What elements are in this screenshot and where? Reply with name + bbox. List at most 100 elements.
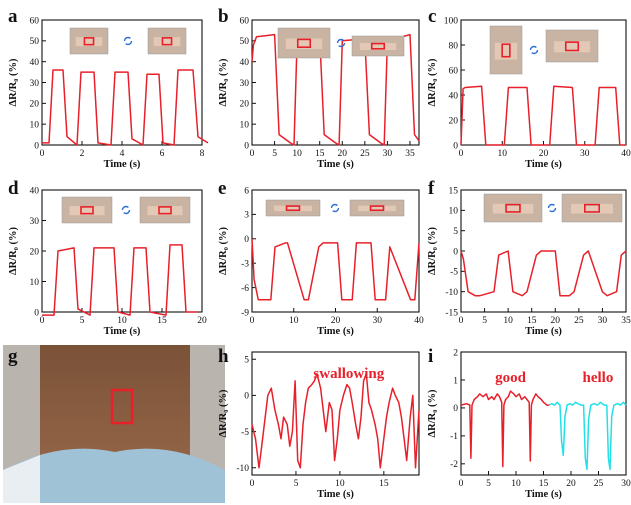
y-tick-label: 0: [244, 141, 249, 151]
y-tick-label: 1: [453, 376, 458, 386]
y-tick-label: -5: [241, 428, 249, 438]
collar-edge: [3, 455, 40, 503]
y-axis-label: ΔR/R₀ (%): [427, 389, 438, 437]
cycle-arrow-icon: [547, 203, 557, 213]
y-tick-label: 0: [453, 404, 458, 414]
x-tick-label: 40: [414, 316, 424, 326]
y-axis-label: ΔR/R₀ (%): [427, 58, 438, 106]
annotation-good: good: [495, 370, 527, 386]
cycle-arrow-icon: [330, 203, 340, 213]
x-tick-label: 4: [120, 149, 125, 159]
x-tick-label: 20: [551, 316, 561, 326]
panel-label-c: c: [428, 6, 436, 27]
panel-b: b 0 5 10 15 20 25 30 35 0 10 20 30 40 50 60 Time (s) ΔR/R…: [218, 6, 420, 170]
y-tick-label: 0: [244, 392, 249, 402]
x-axis-label: Time (s): [317, 159, 354, 170]
shirt-collar: [3, 448, 225, 503]
x-tick-label: 0: [459, 149, 464, 159]
wrist-bent-photo: [139, 196, 191, 224]
x-axis-label: Time (s): [525, 489, 562, 500]
y-tick-label: 30: [30, 79, 40, 89]
panel-a: a 0 2 4 6 8 0 10 20 30 40 50 60 Time (s) ΔR/R₀ (%): [8, 6, 209, 170]
x-tick-label: 25: [574, 316, 584, 326]
y-tick-label: -5: [450, 268, 458, 278]
x-tick-label: 10: [289, 316, 299, 326]
x-tick-label: 15: [379, 479, 389, 489]
x-axis-label: Time (s): [525, 326, 562, 337]
x-tick-label: 30: [373, 316, 383, 326]
x-tick-label: 0: [459, 316, 464, 326]
x-tick-label: 15: [157, 316, 167, 326]
x-tick-label: 5: [482, 316, 487, 326]
panel-label-a: a: [8, 6, 18, 27]
sensor-marker: [110, 388, 134, 425]
x-tick-label: 35: [405, 149, 415, 159]
x-tick-label: 25: [360, 149, 370, 159]
panel-d: d 0 5 10 15 20 0 10 20 30 40 Time (s) ΔR/R₀ (%): [8, 178, 207, 337]
finger-bent-photo: [147, 27, 187, 55]
series-line-good: [460, 390, 549, 468]
x-tick-label: 10: [292, 149, 302, 159]
series-line-hello: [548, 401, 627, 471]
cheek-relaxed-photo: [483, 193, 543, 223]
y-axis-label: ΔR/R₀ (%): [427, 227, 438, 275]
y-tick-label: -2: [450, 460, 458, 470]
x-tick-label: 30: [621, 479, 631, 489]
x-axis-label: Time (s): [525, 159, 562, 170]
x-tick-label: 0: [40, 149, 45, 159]
y-tick-label: -10: [236, 464, 249, 474]
x-tick-label: 20: [338, 149, 348, 159]
y-tick-label: -1: [450, 432, 458, 442]
y-axis-label: ΔR/R₀ (%): [218, 58, 229, 106]
x-tick-label: 8: [200, 149, 205, 159]
y-tick-label: 40: [240, 58, 250, 68]
panel-g-neck-photo: [3, 345, 225, 503]
y-tick-label: 50: [30, 37, 40, 47]
x-tick-label: 15: [539, 479, 549, 489]
x-tick-label: 10: [503, 316, 513, 326]
series-line-a-0: [42, 69, 209, 146]
y-tick-label: -10: [445, 288, 458, 298]
y-tick-label: -3: [241, 260, 249, 270]
series-line-b-0: [251, 33, 420, 146]
x-tick-label: 15: [315, 149, 325, 159]
y-tick-label: 30: [30, 217, 40, 227]
panel-h: h 0 5 10 15 -10 -5 0 5 Time (s) ΔR/R₀ (%) swallowin…: [218, 346, 420, 500]
y-tick-label: 80: [449, 41, 459, 51]
y-tick-label: 6: [244, 186, 249, 196]
cycle-arrow-icon: [336, 38, 346, 48]
panel-label-i: i: [428, 346, 433, 367]
y-tick-label: 100: [444, 16, 459, 26]
y-tick-label: 10: [240, 120, 250, 130]
y-tick-label: -6: [241, 284, 249, 294]
panel-label-e: e: [218, 178, 226, 199]
series-line-d-0: [42, 244, 198, 316]
y-tick-label: 0: [453, 247, 458, 257]
x-axis-label: Time (s): [317, 489, 354, 500]
y-tick-label: 10: [30, 278, 40, 288]
y-tick-label: 20: [30, 247, 40, 257]
y-tick-label: -9: [241, 308, 249, 318]
y-tick-label: 3: [244, 211, 249, 221]
y-tick-label: 60: [240, 16, 250, 26]
y-tick-label: 60: [30, 16, 40, 26]
x-tick-label: 0: [40, 316, 45, 326]
panel-label-d: d: [8, 178, 19, 199]
cycle-arrow-icon: [121, 205, 131, 215]
x-tick-label: 35: [621, 316, 631, 326]
y-tick-label: 40: [30, 186, 40, 196]
y-tick-label: 0: [453, 141, 458, 151]
x-tick-label: 25: [594, 479, 604, 489]
x-tick-label: 20: [539, 149, 549, 159]
y-tick-label: 20: [449, 116, 459, 126]
cycle-arrow-icon: [529, 45, 539, 55]
panel-label-h: h: [218, 346, 229, 367]
y-axis-label: ΔR/R₀ (%): [218, 389, 229, 437]
x-tick-label: 20: [331, 316, 341, 326]
eyebrow-frown-photo: [349, 199, 405, 217]
x-tick-label: 0: [250, 316, 255, 326]
x-axis-label: Time (s): [317, 326, 354, 337]
x-tick-label: 0: [250, 479, 255, 489]
elbow-bent-photo: [545, 29, 599, 63]
